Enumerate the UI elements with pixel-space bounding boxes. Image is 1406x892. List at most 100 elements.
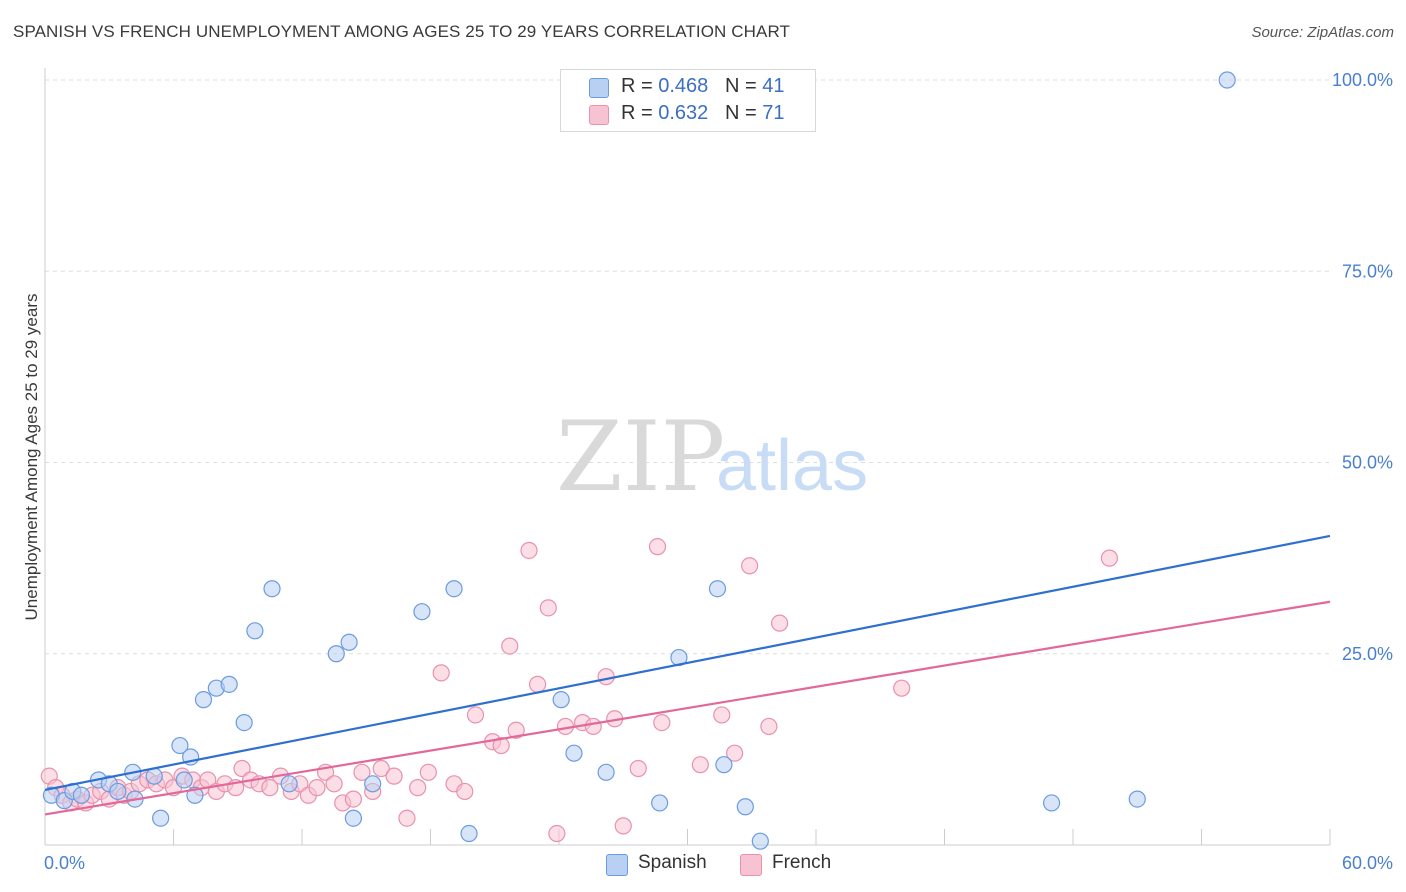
r-value: 0.632 [658, 102, 709, 124]
spanish-point [72, 786, 91, 804]
spanish-legend-label: Spanish [638, 852, 707, 873]
y-tick-label: 25.0% [1342, 644, 1393, 664]
french-point [325, 775, 343, 793]
y-tick-label: 75.0% [1342, 261, 1393, 281]
spanish-point [235, 713, 253, 732]
french-point [456, 782, 474, 801]
spanish-point [715, 756, 733, 774]
y-axis-title-group: Unemployment Among Ages 25 to 29 years [22, 294, 41, 621]
spanish-point [552, 691, 570, 709]
french-point [741, 557, 759, 575]
french-point [548, 824, 566, 843]
spanish-point [152, 809, 170, 827]
spanish-point [246, 622, 264, 640]
spanish-point [171, 736, 189, 755]
french-point [770, 614, 789, 632]
french-point [261, 779, 279, 797]
spanish-point [445, 580, 463, 598]
french-point [584, 717, 602, 736]
spanish-point [413, 603, 431, 621]
spanish-point [364, 775, 382, 793]
french-point [597, 668, 615, 686]
spanish-point [263, 580, 281, 598]
french-point [308, 779, 326, 797]
y-tick-label: 100.0% [1332, 70, 1393, 90]
french-point [372, 759, 390, 778]
y-tick-label: 50.0% [1342, 453, 1393, 473]
series-legend: Spanish French [0, 852, 1406, 878]
watermark-atlas: atlas [716, 426, 868, 506]
spanish-point [194, 691, 213, 709]
spanish-point [736, 798, 754, 816]
spanish-point [280, 775, 298, 793]
french-point [353, 763, 371, 781]
source-label: Source: ZipAtlas.com [1251, 24, 1394, 41]
french-point [398, 809, 416, 827]
french-legend-swatch [740, 854, 762, 876]
grid [45, 79, 1330, 655]
n-label: N = [724, 102, 763, 124]
french-point [691, 756, 709, 774]
spanish-point [109, 782, 127, 801]
french-point [528, 675, 547, 693]
french-point [713, 706, 731, 724]
french-point [385, 767, 403, 785]
spanish-point [460, 824, 478, 843]
watermark: ZIP atlas [556, 401, 868, 513]
r-label: R = [621, 75, 659, 97]
french-point [233, 759, 251, 778]
spanish-point [708, 580, 727, 598]
spanish-point [751, 832, 769, 850]
n-value: 71 [762, 102, 785, 124]
spanish-swatch [589, 78, 609, 98]
r-label: R = [621, 102, 659, 124]
x-tick-label: 0.0% [44, 853, 85, 873]
french-point [648, 538, 667, 556]
spanish-points [42, 71, 1236, 850]
spanish-point [565, 744, 583, 762]
french-point [629, 759, 647, 778]
french-point [419, 763, 437, 781]
french-point [539, 599, 557, 617]
correlation-legend: R = 0.468 N = 41 R = 0.632 N = 71 [560, 69, 816, 132]
tick-labels: 25.0% 50.0% 75.0% 100.0% 0.0% 60.0% [44, 70, 1393, 873]
y-axis-title: Unemployment Among Ages 25 to 29 years [22, 294, 41, 621]
french-point [501, 637, 519, 655]
trend-lines [44, 534, 1331, 816]
spanish-point [1128, 790, 1146, 808]
spanish-point [344, 809, 362, 827]
french-point [409, 779, 427, 797]
r-value: 0.468 [658, 75, 709, 97]
french-point [344, 790, 362, 808]
french-trend-line [44, 600, 1331, 816]
spanish-point [175, 771, 193, 789]
spanish-point [597, 763, 615, 781]
spanish-point [1042, 794, 1061, 812]
french-point [432, 664, 450, 682]
x-tick-label: 60.0% [1342, 853, 1393, 873]
spanish-point [1218, 71, 1236, 89]
spanish-point [340, 633, 358, 651]
watermark-zip: ZIP [556, 401, 725, 513]
french-point [1100, 549, 1119, 567]
french-point [893, 679, 911, 697]
french-point [520, 541, 538, 560]
spanish-legend-swatch [606, 854, 628, 876]
spanish-point [327, 645, 345, 663]
french-point [614, 817, 632, 835]
french-legend-label: French [772, 852, 832, 873]
french-point [507, 721, 525, 739]
spanish-trend-line [44, 534, 1331, 791]
chart-title: SPANISH VS FRENCH UNEMPLOYMENT AMONG AGE… [13, 22, 790, 41]
french-point [653, 713, 671, 732]
french-point [726, 744, 744, 762]
spanish-point [651, 794, 669, 812]
n-value: 41 [762, 75, 785, 97]
french-point [760, 717, 778, 736]
n-label: N = [724, 75, 763, 97]
french-point [466, 706, 485, 724]
spanish-point [220, 675, 238, 693]
french-swatch [589, 105, 609, 125]
french-point [492, 736, 510, 755]
